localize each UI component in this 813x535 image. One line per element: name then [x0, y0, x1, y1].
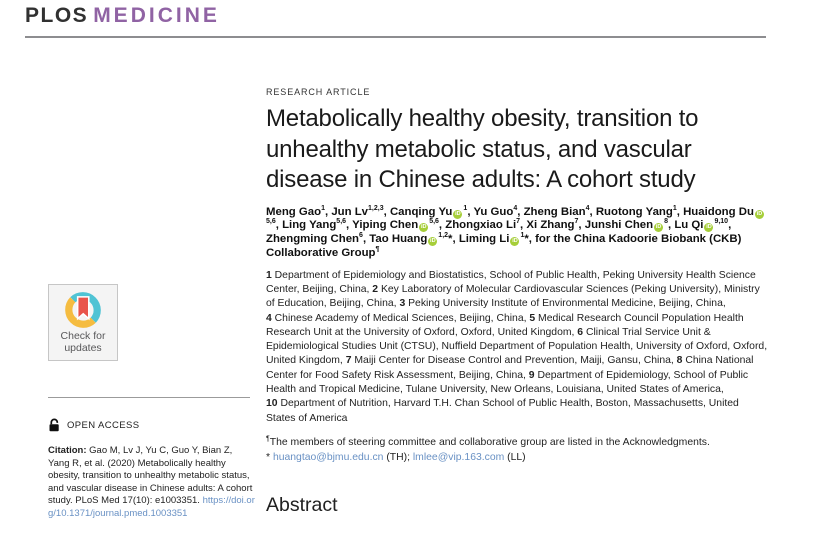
orcid-icon[interactable]: iD: [704, 223, 714, 233]
footnote-correspondence: * huangtao@bjmu.edu.cn (TH); lmlee@vip.1…: [266, 451, 526, 463]
affiliation-list: 1 Department of Epidemiology and Biostat…: [266, 269, 768, 424]
orcid-icon[interactable]: iD: [453, 209, 463, 219]
plos-logo: PLOS MEDICINE: [25, 4, 220, 28]
citation: Citation: Gao M, Lv J, Yu C, Guo Y, Bian…: [48, 445, 256, 521]
citation-label: Citation:: [48, 445, 87, 456]
crossmark-logo-icon: [63, 290, 103, 330]
footnote-membership: ¶The members of steering committee and c…: [266, 435, 770, 449]
header-divider: [25, 36, 766, 38]
article-title: Metabolically healthy obesity, transitio…: [266, 105, 699, 193]
abstract-heading: Abstract: [266, 493, 338, 516]
article-header: RESEARCH ARTICLE Metabolically healthy o…: [266, 87, 770, 517]
check-for-updates-button[interactable]: Check for updates: [48, 284, 118, 361]
orcid-icon[interactable]: iD: [510, 237, 520, 247]
correspondence-email-link[interactable]: lmlee@vip.163.com: [412, 451, 505, 463]
open-access-badge: OPEN ACCESS: [48, 418, 140, 432]
orcid-icon[interactable]: iD: [754, 209, 764, 219]
orcid-icon[interactable]: iD: [654, 223, 664, 233]
footnote-membership-text: The members of steering committee and co…: [269, 436, 710, 448]
citation-doi-link[interactable]: https://doi.org/10.1371/journal.pmed.100…: [48, 495, 255, 519]
citation-text: Gao M, Lv J, Yu C, Guo Y, Bian Z, Yang R…: [48, 445, 253, 507]
article-type-label: RESEARCH ARTICLE: [266, 87, 371, 97]
footnote-marker: ¶: [266, 435, 270, 443]
plos-logo-journal: MEDICINE: [93, 4, 220, 27]
orcid-icon[interactable]: iD: [419, 223, 429, 233]
correspondence-email-link[interactable]: huangtao@bjmu.edu.cn: [272, 451, 384, 463]
author-list: Meng Gao1, Jun Lv1,2,3, Canqing Yu iD1, Y…: [266, 204, 764, 259]
plos-logo-plos: PLOS: [25, 4, 89, 27]
check-for-updates-label: Check for updates: [60, 330, 106, 354]
orcid-icon[interactable]: iD: [428, 237, 438, 247]
sidebar-divider: [48, 397, 250, 398]
open-lock-icon: [48, 418, 61, 432]
open-access-label: OPEN ACCESS: [67, 419, 140, 431]
